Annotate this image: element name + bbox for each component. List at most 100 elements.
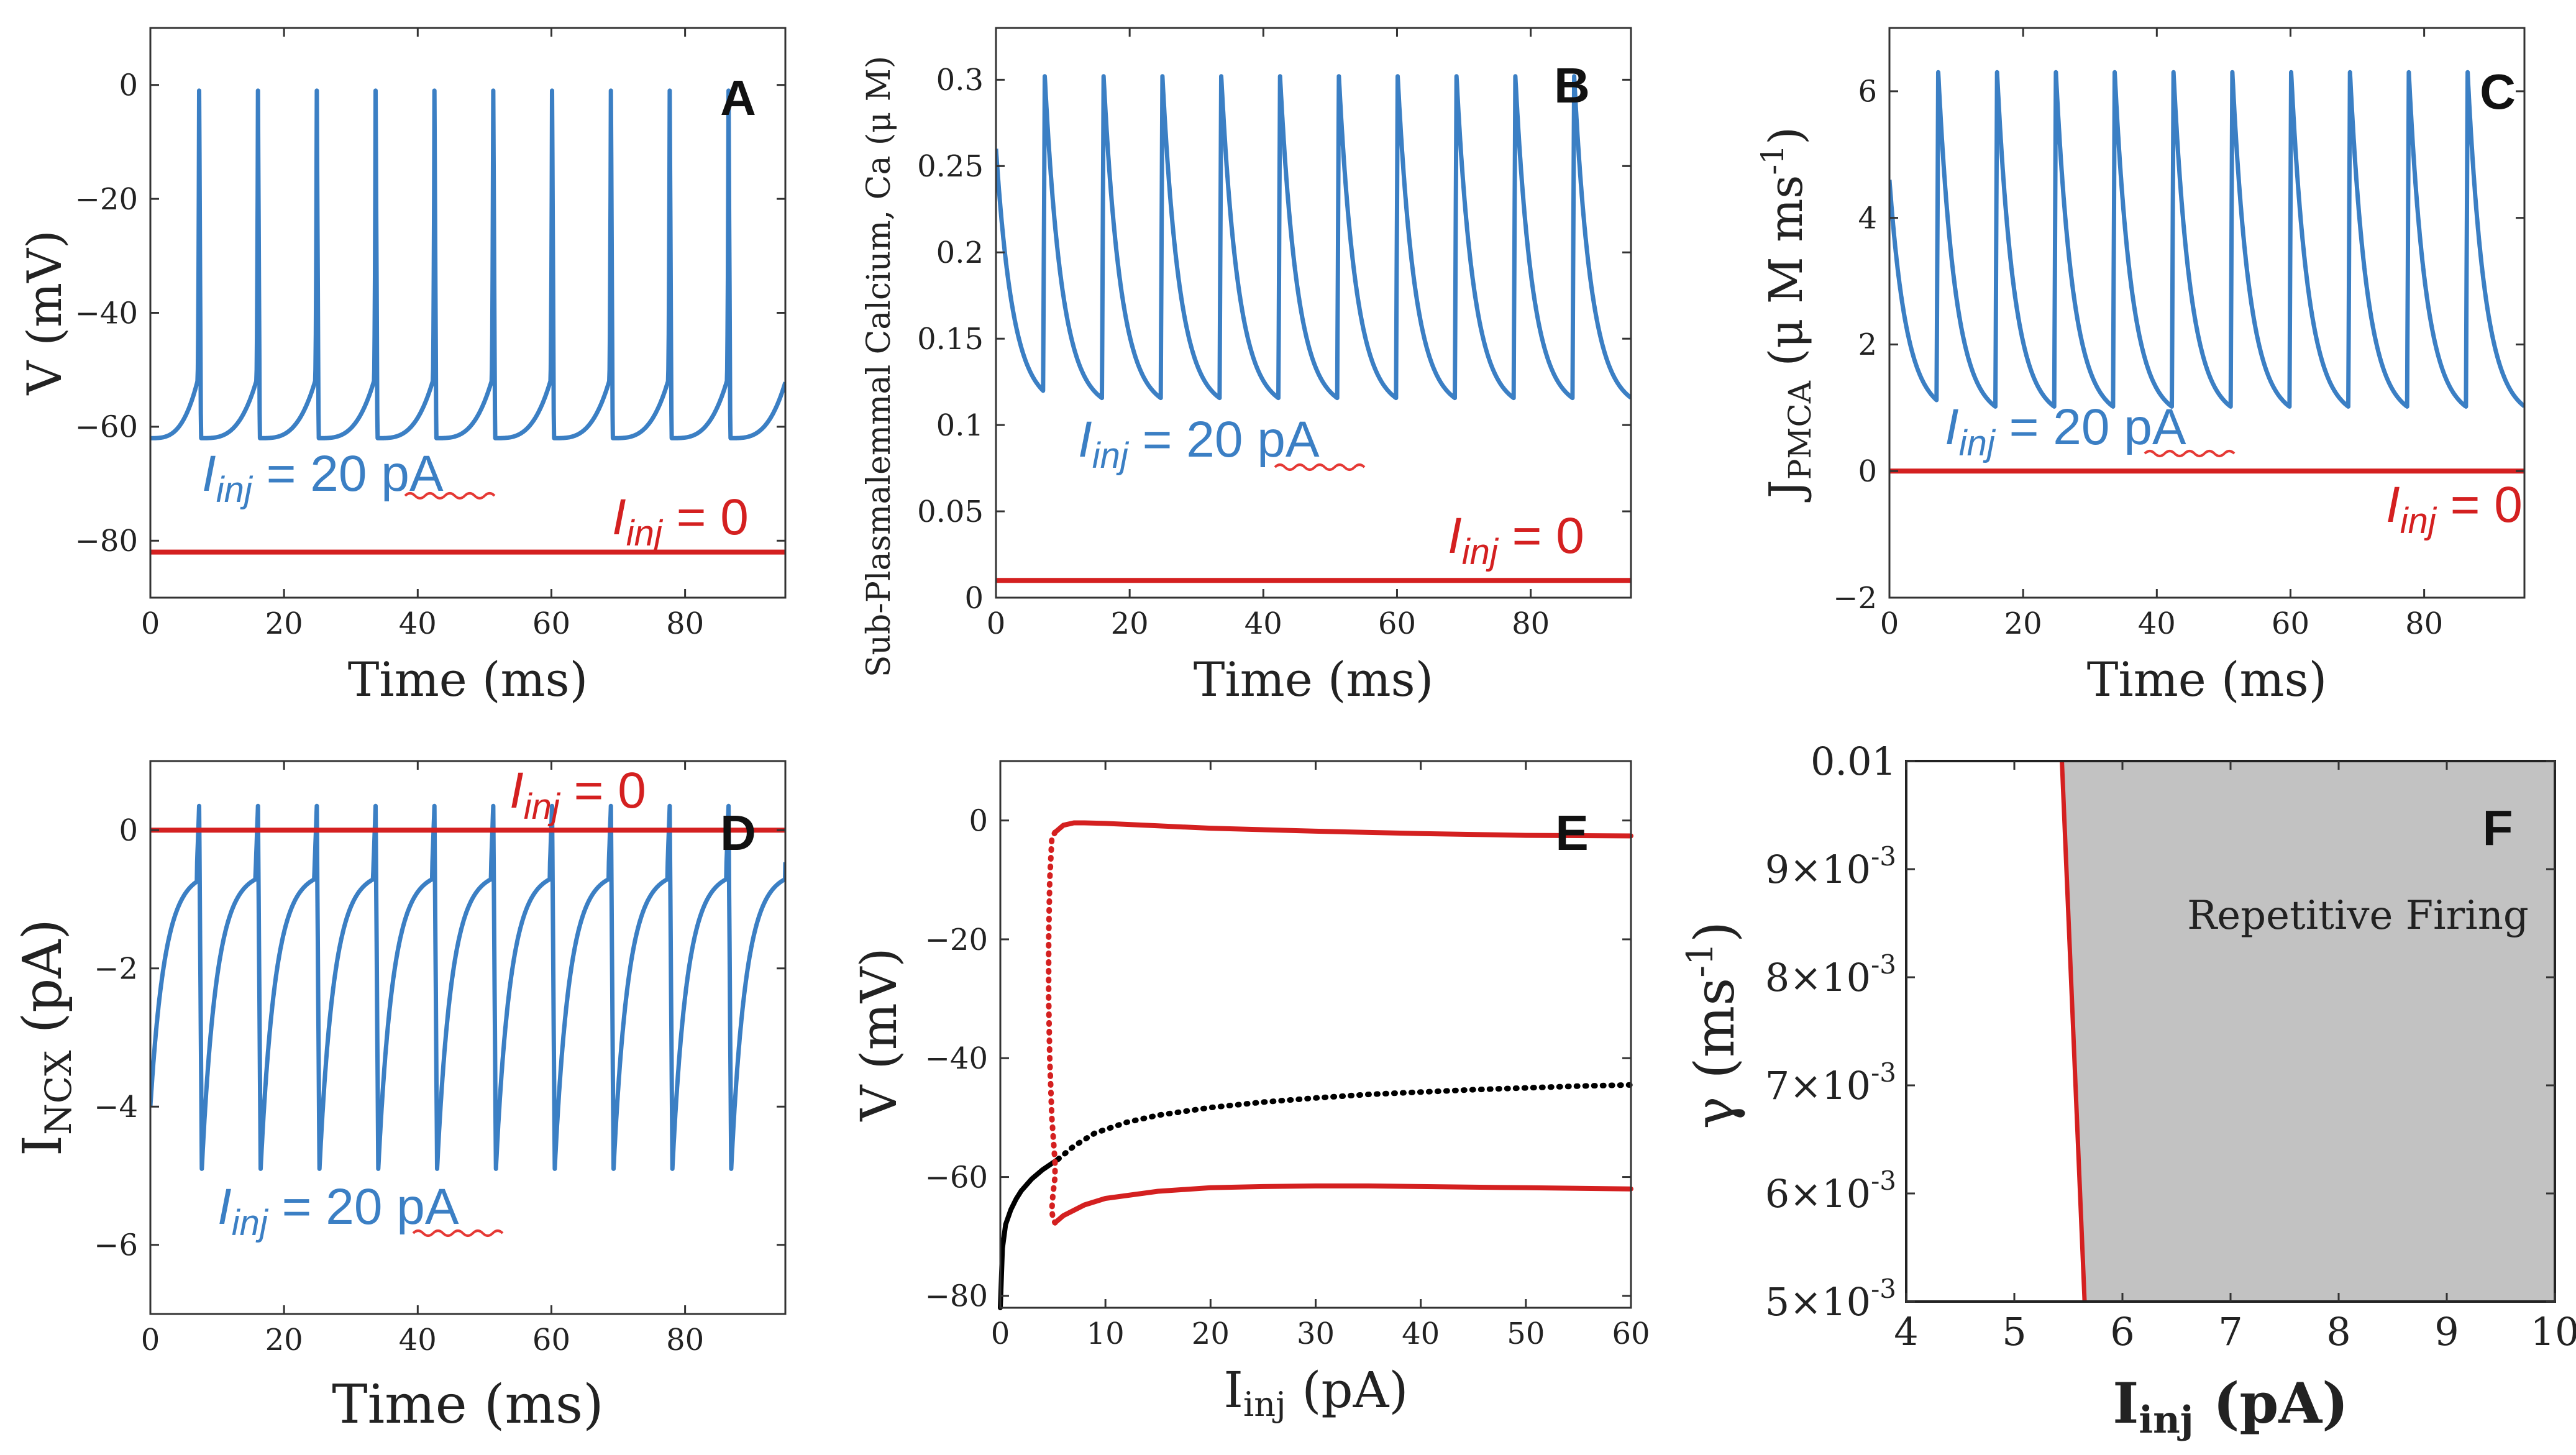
panel-d-series	[150, 803, 785, 1171]
panel-e-ylabel: V (mV)	[850, 947, 908, 1121]
panel-a-spellcheck-squiggle	[404, 492, 496, 499]
panel-c-xtick-label: 60	[2272, 606, 2309, 641]
panel-c-frame	[1888, 27, 2526, 599]
panel-d-ytick-label: −4	[94, 1090, 138, 1124]
panel-f-letter: F	[2483, 800, 2513, 855]
panel-b-series	[996, 74, 1631, 583]
panel-c-spellcheck-squiggle	[2144, 450, 2236, 457]
panel-e-xtick-label: 40	[1402, 1316, 1440, 1351]
panel-d-xtick-label: 0	[141, 1323, 160, 1357]
panel-a-xtick-label: 40	[399, 606, 437, 641]
panel-e-ytick-label: −80	[925, 1279, 988, 1314]
panel-c-ytick-label: 2	[1858, 327, 1877, 362]
panel-c-xtick-label: 0	[1880, 606, 1899, 641]
panel-a-annotation-20pa: Iinj = 20 pA	[202, 445, 444, 510]
panel-f-xtick-label: 9	[2434, 1309, 2459, 1354]
panel-f-parameter-plane: 4 5 6 7 8 9 10 5×10-3 6×10-3 7×10-3 8×10-3 9×10…	[1679, 739, 2576, 1442]
panel-c-series	[1889, 70, 2524, 474]
panel-f-ytick-label: 8×10-3	[1765, 949, 1896, 1000]
panel-a-xtick-label: 20	[265, 606, 303, 641]
panel-e-xtick-label: 0	[991, 1316, 1010, 1351]
panel-a-ytick-label: −80	[75, 524, 138, 559]
panel-c-xtick-label: 40	[2138, 606, 2176, 641]
panel-c-xtick-label: 20	[2004, 606, 2042, 641]
panel-e-ytick-label: −40	[925, 1041, 988, 1076]
panel-d-ytick-label: −6	[94, 1228, 138, 1263]
panel-a-series-iinj-20pa	[150, 88, 785, 440]
panel-e-ytick-label: −20	[925, 923, 988, 957]
panel-b-ytick-label: 0.25	[917, 149, 984, 184]
panel-f-ytick-label: 9×10-3	[1765, 841, 1896, 892]
panel-a-series	[150, 88, 785, 555]
panel-a-ytick-label: −60	[75, 410, 138, 445]
panel-e-xtick-label: 10	[1087, 1316, 1125, 1351]
panel-e-bifurcation: 0 10 20 30 40 50 60 0 −20 −40 −60 −80 E Iinj (pA) V…	[850, 760, 1650, 1424]
panel-f-xtick-label: 8	[2326, 1309, 2350, 1354]
panel-f-xtick-label: 6	[2110, 1309, 2134, 1354]
panel-a-xtick-label: 80	[666, 606, 704, 641]
panel-b-ytick-label: 0.05	[917, 495, 984, 529]
panel-d-series-iinj-20pa	[150, 803, 785, 1171]
panel-c-letter: C	[2480, 64, 2516, 119]
panel-d-ytick-label: −2	[94, 952, 138, 987]
panel-b-xtick-label: 80	[1512, 606, 1550, 641]
panel-d-frame	[149, 760, 787, 1315]
panel-f-xtick-label: 4	[1894, 1309, 1918, 1354]
panel-c-xtick-label: 80	[2405, 606, 2443, 641]
panel-e-branch-1	[1055, 1082, 1634, 1162]
panel-d-annotation-20pa: Iinj = 20 pA	[217, 1179, 459, 1243]
panel-b-xtick-label: 40	[1245, 606, 1282, 641]
panel-b-ytick-label: 0	[964, 581, 984, 616]
panel-b-ytick-label: 0.1	[936, 408, 984, 443]
panel-f-ytick-label: 0.01	[1811, 739, 1896, 784]
panel-e-xtick-label: 50	[1507, 1316, 1545, 1351]
panel-d-ncx: 0 20 40 60 80 0 −2 −4 −6 D Time (ms) INCX (pA) I…	[12, 760, 787, 1436]
panel-b-ylabel: Sub-Plasmalemmal Calcium, Ca (μ M)	[861, 56, 898, 677]
panel-d-xtick-label: 80	[666, 1323, 704, 1357]
panel-b-annotation-0: Iinj = 0	[1448, 508, 1584, 572]
panel-d-ylabel: INCX (pA)	[12, 919, 80, 1156]
panel-c-series-iinj-20pa	[1889, 70, 2524, 409]
panel-f-xlabel: Iinj (pA)	[2112, 1371, 2349, 1442]
panel-a-xtick-label: 0	[141, 606, 160, 641]
panel-f-repetitive-region	[2062, 761, 2555, 1302]
panel-c-ytick-label: −2	[1833, 581, 1877, 616]
panel-e-series	[998, 820, 1634, 1310]
panel-d-spellcheck-squiggle	[412, 1229, 504, 1237]
panel-f-xtick-label: 5	[2002, 1309, 2026, 1354]
panel-d-ytick-label: 0	[119, 813, 138, 848]
panel-e-frame	[999, 760, 1632, 1309]
panel-d-letter: D	[720, 805, 756, 860]
panel-f-ylabel: γ (ms-1)	[1679, 921, 1747, 1129]
panel-c-xlabel: Time (ms)	[2087, 652, 2327, 707]
panel-e-branch-4	[1046, 829, 1058, 1226]
panel-b-xtick-label: 20	[1111, 606, 1149, 641]
panel-b-ytick-label: 0.2	[936, 235, 984, 270]
panel-e-ytick-label: 0	[969, 803, 988, 838]
panel-c-ytick-label: 4	[1858, 201, 1877, 235]
panel-b-xlabel: Time (ms)	[1194, 652, 1434, 707]
panel-b-annotation-20pa: Iinj = 20 pA	[1078, 411, 1320, 476]
panel-f-ytick-label: 7×10-3	[1765, 1057, 1896, 1108]
panel-e-branch-2	[1053, 820, 1633, 839]
panel-c-ytick-label: 6	[1858, 75, 1877, 109]
panel-f-xtick-label: 10	[2531, 1309, 2576, 1354]
panel-a-xtick-label: 60	[532, 606, 570, 641]
panel-b-frame	[995, 27, 1632, 599]
panel-f-xtick-label: 7	[2218, 1309, 2242, 1354]
panel-b-calcium: 0 20 40 60 80 0 0.05 0.1 0.15 0.2 0.25 0.3 B Time (…	[861, 27, 1632, 707]
panel-e-xtick-label: 30	[1297, 1316, 1335, 1351]
panel-e-ytick-label: −60	[925, 1160, 988, 1195]
panel-e-xtick-label: 60	[1612, 1316, 1650, 1351]
panel-b-xtick-label: 60	[1378, 606, 1416, 641]
panel-e-letter: E	[1555, 805, 1588, 860]
panel-d-xtick-label: 60	[532, 1323, 570, 1357]
panel-b-series-iinj-20pa	[996, 74, 1631, 401]
panel-a-ytick-label: 0	[119, 68, 138, 103]
panel-a-ytick-label: −40	[75, 296, 138, 331]
panel-e-branch-3	[1053, 1183, 1633, 1226]
panel-a-xlabel: Time (ms)	[348, 652, 588, 707]
panel-f-boundary-line	[2060, 760, 2087, 1302]
